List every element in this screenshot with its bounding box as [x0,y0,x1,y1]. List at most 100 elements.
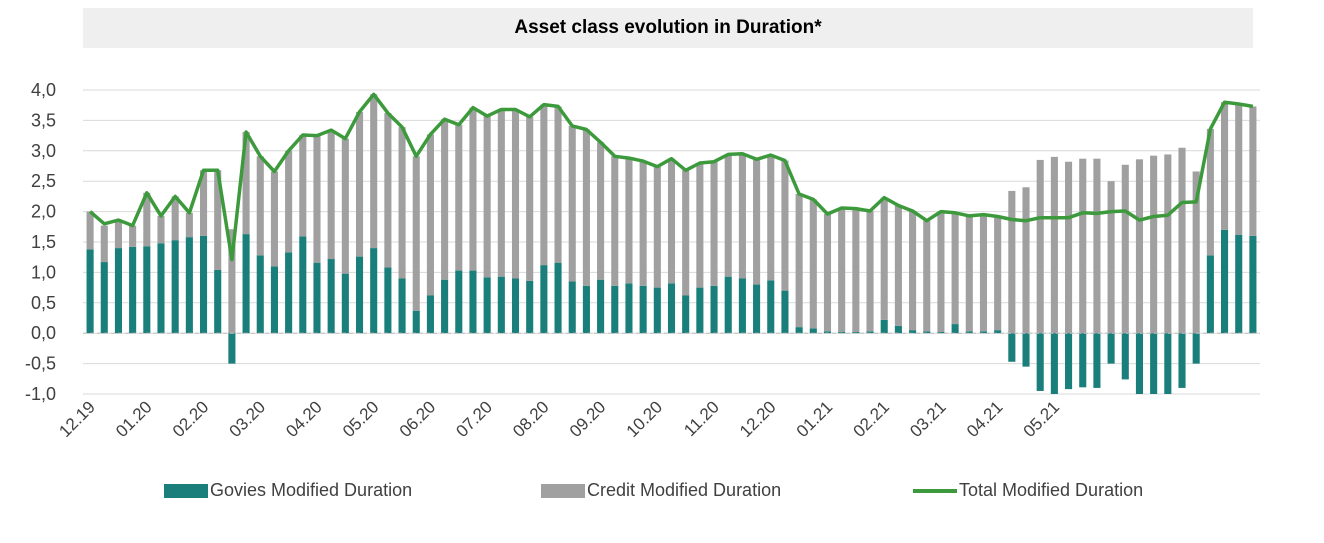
credit-bar [979,214,988,332]
credit-bar [894,205,902,326]
govies-bar [909,330,917,334]
credit-bar [1150,155,1158,334]
y-tick-label: 2,0 [31,202,56,222]
credit-bar [682,170,690,296]
govies-bar [1079,333,1087,388]
govies-bar [185,237,193,334]
govies-bar [568,281,576,334]
legend: Govies Modified Duration Credit Modified… [0,480,1324,510]
x-tick-label: 01.21 [793,397,837,441]
credit-bar [554,106,562,263]
govies-bar [1221,229,1229,334]
govies-bar [994,330,1002,334]
legend-label-credit: Credit Modified Duration [587,480,782,500]
credit-bar [526,116,534,281]
credit-bar [1022,187,1030,334]
govies-bar [724,276,732,334]
govies-bar [809,328,817,334]
legend-item-govies: Govies Modified Duration [164,480,412,501]
govies-bar [426,295,434,334]
govies-bar [228,333,236,364]
x-tick-label: 05.21 [1020,397,1064,441]
y-tick-label: 3,5 [31,110,56,130]
govies-bar [412,310,420,334]
govies-bar [398,278,406,334]
credit-bar [157,215,165,244]
govies-bar [1050,333,1058,394]
x-tick-label: 05.20 [339,397,383,441]
credit-bar [1164,154,1172,334]
govies-bar [951,324,959,334]
credit-bar [86,211,94,250]
credit-bar [653,166,661,288]
govies-bar [1164,333,1172,394]
credit-bar [497,109,505,277]
credit-bar [185,212,193,238]
y-tick-label: 0,5 [31,293,56,313]
credit-bar [568,125,576,282]
credit-bar [100,225,108,263]
credit-bar [242,131,250,235]
credit-bar [880,197,888,320]
govies-bar [114,248,122,334]
govies-bar [1107,333,1115,364]
govies-bar [1249,235,1257,334]
credit-bar [1235,103,1243,235]
govies-bar [199,235,208,334]
govies-bar [86,249,94,334]
credit-bar [866,210,874,332]
govies-bar [682,295,690,334]
govies-bar [1206,255,1214,334]
credit-bar [384,113,392,268]
govies-bar [696,287,704,334]
govies-bar [1008,333,1016,362]
credit-bar [1008,190,1016,334]
credit-bar [1192,171,1200,334]
govies-bar [256,255,264,334]
credit-bar [639,161,647,286]
chart-canvas: 4,0 3,5 3,0 2,5 2,0 1,5 1,0 0,5 0,0 -0,5 -1,012.19… [25,80,1260,441]
credit-bar [951,212,959,325]
govies-bar [738,278,746,334]
credit-bar [710,161,718,286]
x-tick-label: 07.20 [452,397,496,441]
credit-bar [582,129,590,286]
legend-label-total: Total Modified Duration [959,480,1144,500]
govies-bar [1235,234,1243,334]
credit-bar [597,142,605,280]
credit-bar [327,130,335,260]
credit-bar [965,215,973,332]
credit-bar [511,109,520,279]
govies-bar [838,331,846,334]
credit-bar [795,193,803,328]
x-tick-label: 12.20 [736,397,780,441]
govies-bar [270,266,278,334]
credit-bar [114,220,122,249]
credit-bar [426,134,434,296]
x-tick-label: 01.20 [112,397,156,441]
govies-bar [795,327,803,334]
govies-bar [611,285,619,334]
credit-bar [1036,159,1044,334]
legend-swatch-credit [541,483,585,498]
govies-bar [540,265,548,334]
govies-bar [653,287,661,334]
y-tick-label: 4,0 [31,80,56,100]
y-tick-label: 1,5 [31,232,56,252]
govies-bar [923,331,931,334]
credit-bar [809,199,817,329]
credit-bar [270,171,278,267]
credit-bar [441,119,449,280]
govies-bar [625,283,633,334]
govies-bar [313,262,321,334]
credit-bar [540,104,548,266]
credit-bar [199,170,208,236]
govies-bar [483,277,491,334]
govies-bar [129,246,137,334]
credit-bar [1249,106,1257,236]
credit-bar [398,127,406,279]
govies-bar [1192,333,1200,364]
y-tick-label: 2,5 [31,171,56,191]
credit-bar [256,156,264,256]
x-tick-label: 04.21 [963,397,1007,441]
